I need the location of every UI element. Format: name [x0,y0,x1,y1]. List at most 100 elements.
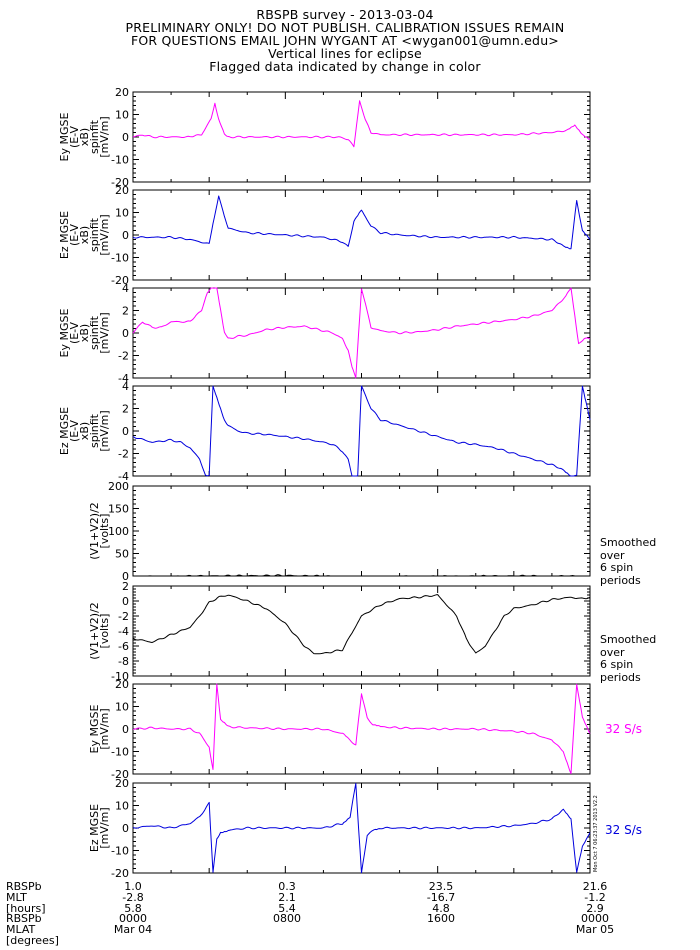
orbit-tick-col-1: 1.0 -2.8 5.8 0000 Mar 04 [98,880,168,936]
y-axis-label-line: Ey MGSE [58,308,71,357]
orbit-row-labels: RBSPb MLT [hours] RBSPb MLAT [degrees] [6,881,59,947]
y-axis-label-line: spinfit [88,315,101,350]
y-tick-label: 20 [115,777,129,790]
tick-value: 23.5 [428,880,454,893]
panel-frame [132,287,591,379]
y-axis-label-line: (E-V [68,419,81,442]
y-tick-label: -10 [111,670,129,683]
timestamp-stamp: Mon Oct 7 06:23:37 2013 V2.2 [593,795,599,872]
y-tick-label: 0 [122,425,129,438]
series-line [132,385,591,477]
row-label: MLAT [6,923,36,937]
tick-value: 1600 [427,912,455,926]
y-axis-label-line: [mV/m] [98,708,111,749]
y-axis-label-line: Ey MGSE [88,704,101,753]
y-tick-label: 50 [115,548,129,561]
series-line [132,287,591,379]
y-axis-label-line: Ez MGSE [88,804,101,852]
title-line-4: Vertical lines for eclipse [268,46,422,61]
sample-rate-label-1: 32 S/s [605,722,642,736]
y-tick-label: 100 [108,525,129,538]
y-tick-label: -10 [111,154,129,167]
y-tick-label: -10 [111,845,129,858]
y-axis-label-line: xB) [78,422,91,440]
tick-value: 5.8 [124,901,142,915]
y-tick-label: 2 [122,580,129,593]
y-axis-label-line: [volts] [98,614,111,649]
y-axis-label: Ey MGSE(E-VxB)spinfit[mV/m] [58,308,111,357]
y-axis-label-line: xB) [78,324,91,342]
y-tick-label: -4 [118,470,129,483]
y-tick-label: -20 [111,867,129,880]
y-tick-label: -10 [111,746,129,759]
y-tick-label: 4 [122,282,129,295]
y-axis-label: (V1+V2)/2[volts] [88,602,111,660]
y-axis-label-line: (E-V [68,223,81,246]
y-axis-label-line: Ez MGSE [58,211,71,259]
tick-value: 0000 [581,912,609,926]
series-line [132,782,591,874]
y-tick-label: 2 [122,305,129,318]
y-tick-label: 20 [115,184,129,197]
tick-value: -16.7 [426,890,456,904]
y-tick-label: 0 [122,595,129,608]
panel-frame [132,585,591,677]
row-label: [hours] [6,901,46,915]
y-tick-label: 200 [108,480,129,493]
y-tick-label: 0 [122,327,129,340]
y-axis-label: Ez MGSE(E-VxB)spinfit[mV/m] [58,211,111,259]
panel-frame [132,385,591,477]
row-label: MLT [6,890,27,904]
tick-value: -1.2 [584,890,606,904]
y-tick-label: -20 [111,274,129,287]
tick-value: -2.8 [122,890,144,904]
panel-frame [132,189,591,281]
series-line [133,574,590,577]
y-tick-label: 0 [122,570,129,583]
title-line-1: RBSPB survey - 2013-03-04 [256,7,434,22]
tick-value: 1.0 [124,880,142,893]
row-label: RBSPb [6,912,42,926]
y-axis-label-line: [mV/m] [98,410,111,451]
y-tick-label: 10 [115,207,129,220]
y-axis-label-line: [volts] [98,514,111,549]
y-tick-label: 4 [122,380,129,393]
y-tick-label: -2 [118,448,129,461]
y-tick-label: -4 [118,372,129,385]
y-tick-label: 10 [115,800,129,813]
title-line-3: FOR QUESTIONS EMAIL JOHN WYGANT AT <wyga… [130,33,559,48]
y-tick-label: 20 [115,86,129,99]
y-tick-label: -20 [111,176,129,189]
tick-value: Mar 05 [575,923,615,937]
y-axis-label: Ez MGSE[mV/m] [88,804,111,852]
y-tick-label: 20 [115,678,129,691]
y-axis-label-line: spinfit [88,413,101,448]
sample-rate-label-2: 32 S/s [605,823,642,837]
row-label: [degrees] [6,933,59,947]
tick-value: 4.8 [432,901,450,915]
orbit-tick-col-3: 23.5 -16.7 4.8 1600 [406,880,476,926]
y-tick-label: -4 [118,625,129,638]
y-axis-label: (V1+V2)/2[volts] [88,502,111,560]
y-axis-label-line: [mV/m] [98,807,111,848]
y-tick-label: 10 [115,109,129,122]
tick-value: 0000 [119,912,147,926]
tick-value: 2.1 [278,890,296,904]
y-axis-label: Ey MGSE[mV/m] [88,704,111,753]
y-tick-label: -10 [111,252,129,265]
panel-frame [132,91,591,183]
y-axis-label-line: spinfit [88,217,101,252]
y-tick-label: 0 [122,229,129,242]
y-axis-label-line: Ey MGSE [58,112,71,161]
y-axis-label-line: (E-V [68,321,81,344]
y-axis-label-line: [mV/m] [98,116,111,157]
panel-frame [132,782,591,874]
y-axis-label-line: spinfit [88,119,101,154]
y-axis-label-line: xB) [78,226,91,244]
y-tick-label: -2 [118,350,129,363]
smoothed-note-1: Smoothed over 6 spin periods [600,536,657,587]
y-tick-label: -6 [118,640,129,653]
y-tick-label: -20 [111,768,129,781]
y-tick-label: 0 [122,723,129,736]
